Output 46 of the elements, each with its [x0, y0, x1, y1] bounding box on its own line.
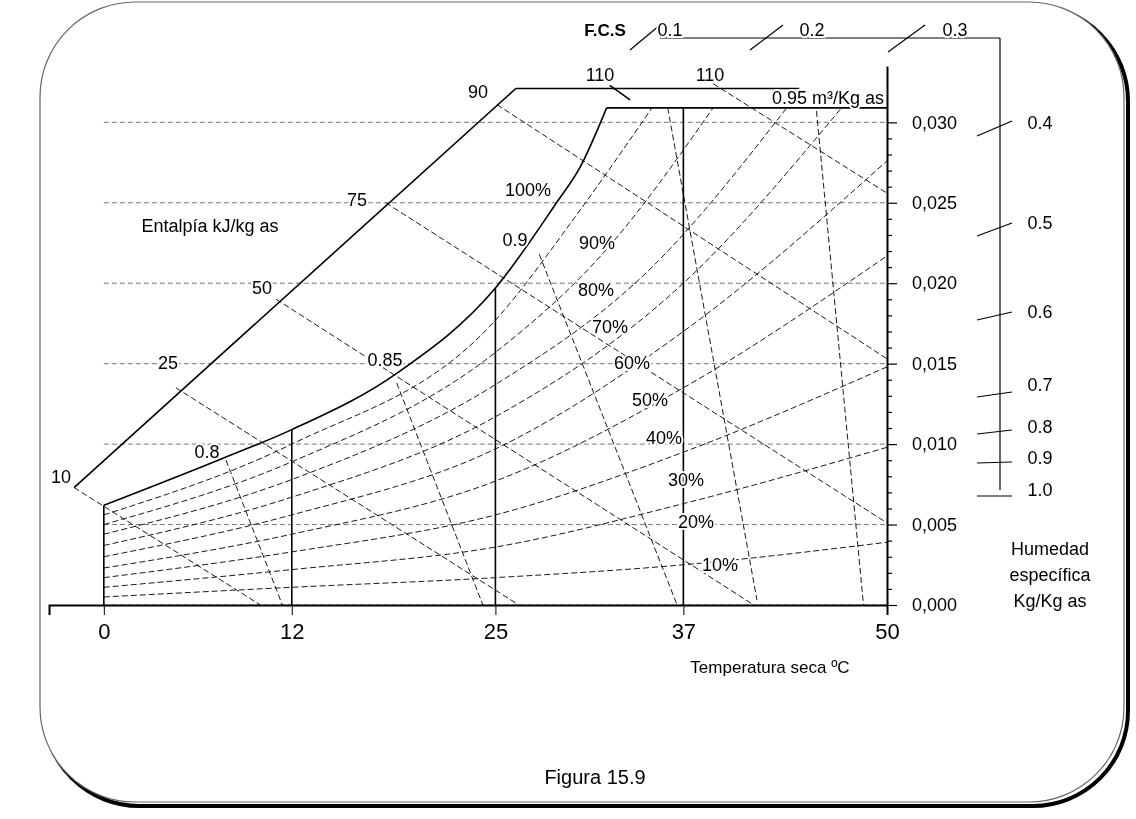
x-tick-label: 0: [98, 618, 111, 644]
y-axis-title: Humedad específica Kg/Kg as: [1009, 539, 1092, 611]
text: 0.6: [1027, 302, 1053, 322]
annotation: 10: [50, 467, 72, 487]
annotation: 90%: [578, 233, 616, 253]
text: 0.4: [1027, 113, 1053, 133]
text: F.C.S: [584, 21, 626, 40]
annotation: 25: [157, 353, 179, 373]
annotation: Entalpía kJ/kg as: [141, 216, 279, 236]
annotation: 50%: [631, 390, 669, 410]
annotation: 90: [467, 82, 489, 102]
text: Figura 15.9: [544, 766, 646, 788]
text: 1.0: [1027, 480, 1053, 500]
text: 0.7: [1027, 375, 1053, 395]
text: 0.5: [1027, 213, 1053, 233]
y-tick-label: 0,025: [912, 193, 958, 214]
annotation: 0.8: [194, 442, 220, 462]
x-tick-label: 12: [280, 618, 305, 644]
annotation: 0.9: [502, 230, 528, 250]
text: 0.3: [942, 20, 968, 40]
x-axis-title: Temperatura seca ºC: [690, 658, 850, 677]
annotation: 110: [585, 65, 615, 85]
annotation: 70%: [591, 317, 629, 337]
annotation: 0.95 m³/Kg as: [771, 88, 885, 108]
text: 0.9: [1027, 448, 1053, 468]
y-tick-label: 0,030: [912, 112, 958, 133]
annotation: 80%: [577, 280, 615, 300]
annotation: 75: [346, 190, 368, 210]
y-tick-label: 0,020: [912, 273, 958, 294]
annotation: 40%: [645, 428, 683, 448]
annotation: 100%: [504, 180, 552, 200]
annotation: 0.85: [367, 350, 403, 370]
y-tick-label: 0,015: [912, 353, 958, 374]
text: 0.2: [799, 20, 825, 40]
annotation: 50: [251, 278, 273, 298]
y-tick-label: 0,005: [912, 514, 958, 535]
x-tick-label: 37: [671, 618, 697, 644]
y-tick-label: 0,000: [912, 595, 958, 616]
text: 0.8: [1027, 417, 1053, 437]
x-tick-label: 50: [875, 618, 900, 644]
annotation: 60%: [613, 353, 651, 373]
annotation: 10%: [701, 555, 739, 575]
annotation: 110: [695, 65, 725, 85]
x-tick-label: 25: [483, 618, 509, 644]
text: 0.1: [657, 20, 683, 40]
y-tick-label: 0,010: [912, 434, 958, 455]
